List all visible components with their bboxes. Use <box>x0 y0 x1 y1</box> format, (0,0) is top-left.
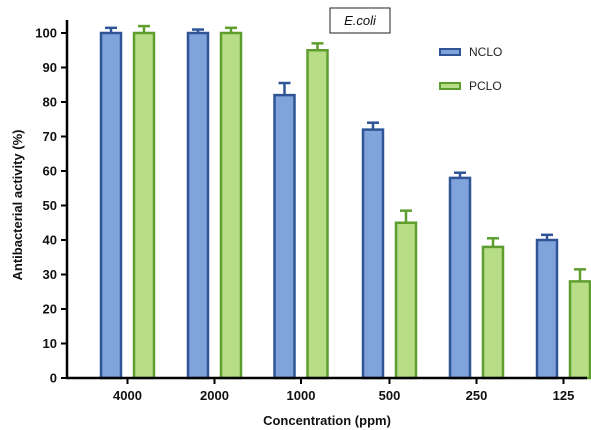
y-tick-label: 60 <box>43 164 57 179</box>
bar-pclo-500 <box>394 221 418 380</box>
legend: NCLO PCLO <box>439 45 502 93</box>
legend-label: PCLO <box>469 79 502 93</box>
x-tick-label: 1000 <box>287 388 316 403</box>
bar-nclo-4000 <box>99 31 123 380</box>
legend-swatch <box>439 82 461 90</box>
y-tick-label: 50 <box>43 198 57 213</box>
bar-nclo-250 <box>448 176 472 380</box>
chart-title-box: E.coli <box>329 7 391 34</box>
y-tick-label: 20 <box>43 302 57 317</box>
bar-pclo-250 <box>481 245 505 380</box>
legend-item-pclo: PCLO <box>439 79 502 93</box>
y-tick-label: 70 <box>43 129 57 144</box>
y-tick-label: 100 <box>35 26 57 41</box>
y-axis: 0 10 20 30 40 50 60 70 80 90 100 <box>35 20 69 386</box>
y-tick-label: 80 <box>43 95 57 110</box>
x-axis: 4000 2000 1000 500 250 125 <box>66 376 587 403</box>
bar-pclo-2000 <box>219 31 243 380</box>
plot-area <box>99 24 591 380</box>
legend-label: NCLO <box>469 45 502 59</box>
legend-swatch <box>439 48 461 56</box>
y-tick-label: 30 <box>43 267 57 282</box>
x-tick-label: 4000 <box>113 388 142 403</box>
y-tick-label: 0 <box>50 371 57 386</box>
chart-title: E.coli <box>344 13 377 28</box>
y-tick-label: 10 <box>43 336 57 351</box>
y-tick-label: 90 <box>43 60 57 75</box>
x-tick-label: 2000 <box>200 388 229 403</box>
y-axis-title: Antibacterial activity (%) <box>10 130 25 281</box>
bar-nclo-500 <box>361 128 385 380</box>
bar-nclo-2000 <box>186 31 210 380</box>
y-tick-label: 40 <box>43 233 57 248</box>
x-tick-label: 500 <box>379 388 401 403</box>
legend-item-nclo: NCLO <box>439 45 502 59</box>
x-axis-title: Concentration (ppm) <box>263 413 391 428</box>
bar-pclo-125 <box>568 280 591 380</box>
bar-nclo-1000 <box>273 93 296 380</box>
bar-nclo-125 <box>535 238 559 380</box>
bar-pclo-4000 <box>132 31 156 380</box>
x-tick-label: 125 <box>553 388 575 403</box>
bar-pclo-1000 <box>306 49 329 380</box>
x-tick-label: 250 <box>466 388 488 403</box>
chart-title-frame <box>329 7 391 34</box>
